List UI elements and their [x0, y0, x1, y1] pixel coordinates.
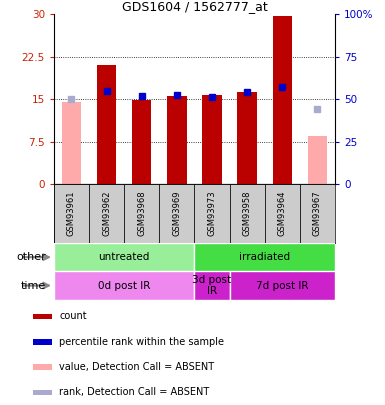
- Text: time: time: [21, 281, 46, 290]
- Text: 3d post
IR: 3d post IR: [192, 275, 231, 296]
- Bar: [194, 271, 229, 300]
- Text: GSM93968: GSM93968: [137, 191, 146, 237]
- Bar: [300, 184, 335, 243]
- Bar: [97, 65, 116, 184]
- Bar: [308, 136, 327, 184]
- Bar: [194, 243, 335, 271]
- Text: value, Detection Call = ABSENT: value, Detection Call = ABSENT: [59, 362, 214, 372]
- Text: 7d post IR: 7d post IR: [256, 281, 308, 290]
- Bar: [54, 243, 194, 271]
- Text: GSM93967: GSM93967: [313, 191, 322, 237]
- Bar: [62, 102, 81, 184]
- Text: GSM93964: GSM93964: [278, 191, 287, 237]
- Bar: [229, 184, 265, 243]
- Text: rank, Detection Call = ABSENT: rank, Detection Call = ABSENT: [59, 387, 209, 397]
- Bar: [132, 100, 151, 184]
- Text: GSM93969: GSM93969: [172, 191, 181, 237]
- Bar: [54, 184, 89, 243]
- Text: other: other: [17, 252, 46, 262]
- Text: 0d post IR: 0d post IR: [98, 281, 151, 290]
- Bar: [124, 184, 159, 243]
- Text: GSM93962: GSM93962: [102, 191, 111, 237]
- Bar: [194, 184, 229, 243]
- Text: percentile rank within the sample: percentile rank within the sample: [59, 337, 224, 347]
- Bar: [33, 313, 52, 319]
- Text: untreated: untreated: [99, 252, 150, 262]
- Bar: [33, 390, 52, 395]
- Title: GDS1604 / 1562777_at: GDS1604 / 1562777_at: [122, 0, 267, 13]
- Bar: [238, 92, 257, 184]
- Bar: [203, 95, 222, 184]
- Text: GSM93961: GSM93961: [67, 191, 76, 237]
- Bar: [33, 364, 52, 370]
- Bar: [89, 184, 124, 243]
- Bar: [273, 16, 292, 184]
- Bar: [264, 184, 300, 243]
- Text: count: count: [59, 311, 87, 322]
- Bar: [159, 184, 194, 243]
- Text: irradiated: irradiated: [239, 252, 290, 262]
- Bar: [33, 339, 52, 345]
- Bar: [54, 271, 194, 300]
- Text: GSM93973: GSM93973: [208, 191, 216, 237]
- Text: GSM93958: GSM93958: [243, 191, 252, 237]
- Bar: [167, 96, 186, 184]
- Bar: [229, 271, 335, 300]
